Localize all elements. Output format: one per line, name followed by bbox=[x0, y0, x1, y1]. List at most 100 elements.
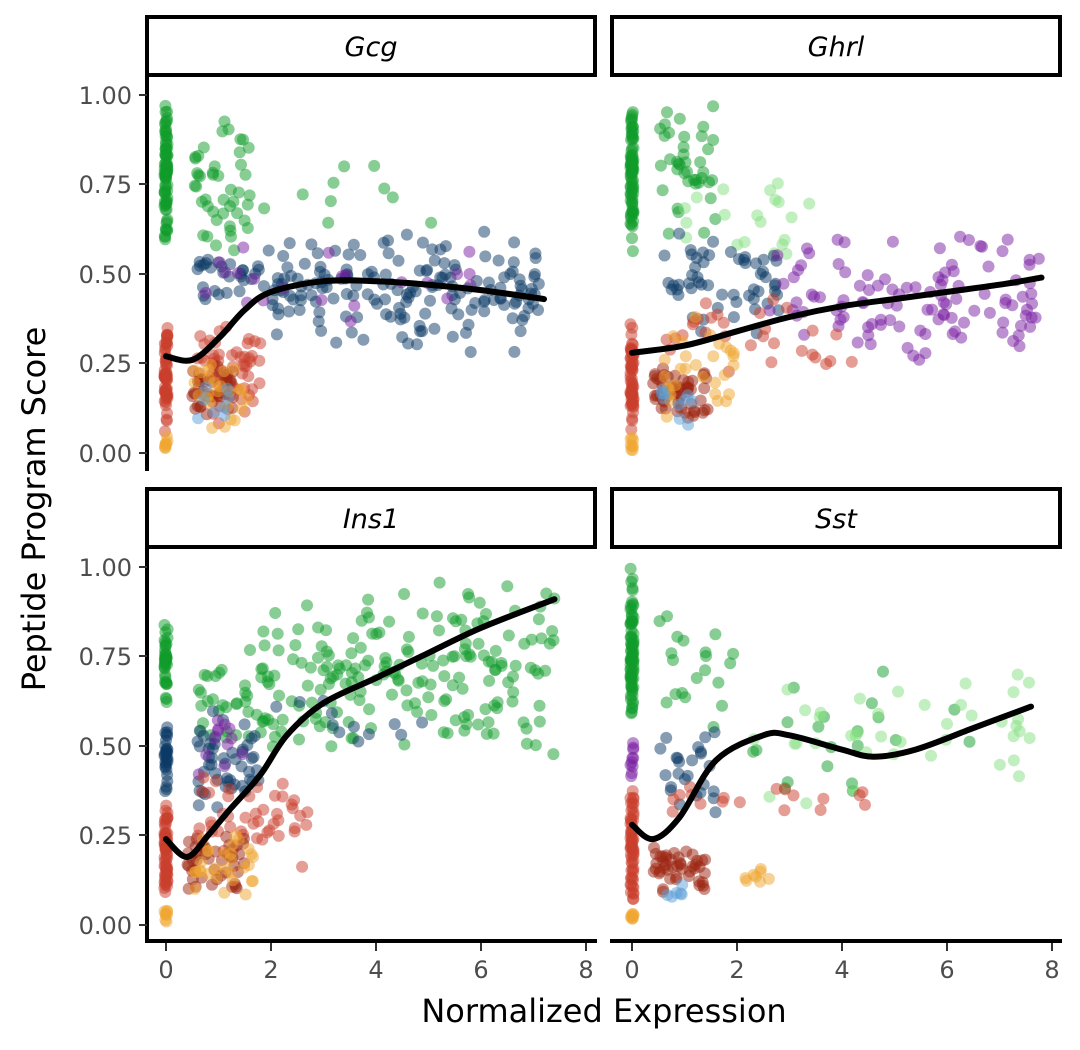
data-point bbox=[744, 339, 757, 352]
data-point bbox=[160, 223, 172, 236]
data-point bbox=[195, 699, 208, 712]
data-point bbox=[703, 249, 716, 262]
data-point bbox=[401, 699, 414, 712]
data-point bbox=[1023, 732, 1036, 744]
data-point bbox=[962, 234, 975, 246]
data-point bbox=[195, 785, 208, 798]
data-point bbox=[685, 282, 698, 295]
x-axis-left: 0 2 4 6 8 bbox=[158, 943, 594, 984]
data-point bbox=[678, 202, 691, 215]
data-point bbox=[400, 228, 413, 241]
data-point bbox=[271, 272, 284, 285]
data-point bbox=[625, 707, 638, 720]
data-point bbox=[901, 341, 914, 354]
data-point bbox=[289, 639, 302, 652]
data-point bbox=[411, 338, 423, 351]
data-point bbox=[778, 804, 791, 817]
data-point bbox=[627, 380, 640, 393]
data-point bbox=[739, 872, 752, 885]
data-point bbox=[427, 659, 440, 672]
data-point bbox=[656, 184, 669, 197]
data-point bbox=[416, 716, 429, 729]
points-ins1 bbox=[158, 576, 561, 928]
data-point bbox=[362, 654, 375, 667]
data-point bbox=[161, 435, 174, 448]
y-tick-label: 0.00 bbox=[79, 912, 132, 940]
data-point bbox=[379, 652, 392, 664]
data-point bbox=[664, 153, 677, 166]
data-point bbox=[698, 382, 711, 395]
data-point bbox=[239, 679, 251, 692]
data-point bbox=[502, 629, 515, 642]
data-point bbox=[853, 692, 866, 705]
data-point bbox=[311, 247, 324, 260]
data-point bbox=[976, 240, 988, 253]
data-point bbox=[522, 302, 535, 315]
data-point bbox=[285, 798, 298, 811]
data-point bbox=[529, 739, 542, 752]
data-point bbox=[292, 623, 305, 636]
data-point bbox=[993, 758, 1006, 771]
x-tick-label: 2 bbox=[263, 956, 278, 984]
data-point bbox=[996, 245, 1009, 258]
data-point bbox=[886, 235, 899, 248]
data-point bbox=[1023, 253, 1036, 266]
data-point bbox=[197, 729, 210, 742]
data-point bbox=[232, 833, 245, 846]
data-point bbox=[749, 870, 762, 883]
data-point bbox=[514, 325, 527, 338]
data-point bbox=[226, 349, 239, 362]
data-point bbox=[1007, 754, 1020, 767]
data-point bbox=[699, 297, 712, 310]
data-point bbox=[679, 350, 692, 363]
data-point bbox=[400, 684, 413, 697]
data-point bbox=[301, 599, 313, 612]
data-point bbox=[215, 663, 228, 676]
data-point bbox=[192, 799, 205, 812]
data-point bbox=[689, 359, 702, 371]
data-point bbox=[238, 718, 251, 731]
y-tick-label: 1.00 bbox=[79, 82, 132, 110]
strip-ins1 bbox=[145, 487, 597, 549]
data-point bbox=[301, 679, 314, 692]
data-point bbox=[194, 330, 207, 343]
data-point bbox=[806, 324, 819, 337]
data-point bbox=[392, 254, 405, 267]
data-point bbox=[451, 268, 464, 281]
data-point bbox=[709, 806, 722, 819]
data-point bbox=[312, 621, 325, 634]
data-point bbox=[709, 628, 722, 641]
data-point bbox=[304, 661, 317, 674]
data-point bbox=[661, 889, 674, 901]
strip-label-sst: Sst bbox=[815, 504, 858, 535]
data-point bbox=[681, 769, 694, 782]
data-point bbox=[757, 265, 769, 278]
data-point bbox=[978, 287, 991, 300]
data-point bbox=[673, 112, 686, 125]
points-ghrl bbox=[624, 100, 1045, 457]
data-point bbox=[428, 322, 441, 335]
data-point bbox=[509, 659, 522, 672]
data-point bbox=[438, 695, 451, 707]
data-point bbox=[281, 261, 294, 274]
data-point bbox=[296, 860, 309, 873]
data-point bbox=[1023, 676, 1035, 689]
data-point bbox=[1015, 319, 1027, 332]
data-point bbox=[663, 126, 675, 139]
data-point bbox=[624, 399, 637, 412]
data-point bbox=[529, 247, 542, 260]
data-point bbox=[673, 227, 686, 240]
data-point bbox=[626, 232, 638, 245]
data-point bbox=[232, 267, 244, 280]
data-point bbox=[506, 312, 519, 325]
data-point bbox=[532, 613, 545, 626]
y-tick-label: 0.25 bbox=[79, 350, 132, 378]
data-point bbox=[212, 348, 225, 361]
data-point bbox=[707, 785, 720, 798]
data-point bbox=[671, 752, 684, 765]
data-point bbox=[189, 151, 202, 163]
data-point bbox=[255, 663, 268, 676]
data-point bbox=[161, 374, 174, 386]
data-point bbox=[487, 727, 500, 740]
data-point bbox=[246, 383, 258, 396]
